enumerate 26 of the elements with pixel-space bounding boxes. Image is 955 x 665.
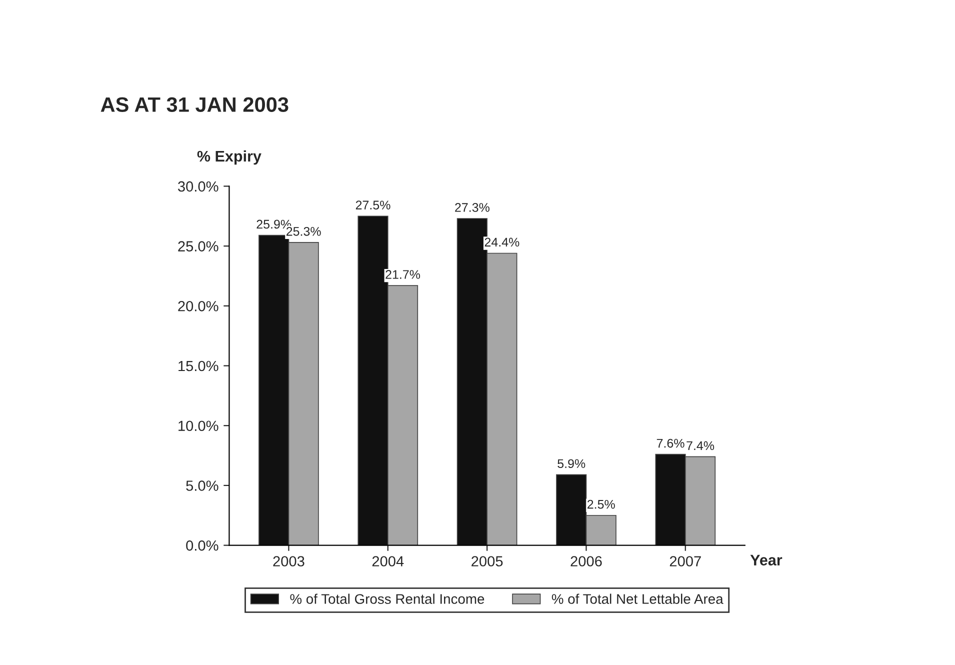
legend-label: % of Total Net Lettable Area (552, 594, 724, 604)
chart-title: AS AT 31 JAN 2003 (100, 97, 288, 112)
legend-label: % of Total Gross Rental Income (290, 594, 484, 604)
x-axis-title: Year (750, 554, 782, 566)
data-label: 21.7% (386, 270, 420, 279)
data-label: 24.4% (484, 238, 520, 247)
x-tick-label: 2003 (273, 556, 304, 566)
y-tick-label: 30.0% (178, 181, 218, 192)
x-tick-label: 2007 (670, 556, 701, 566)
data-label: 27.3% (455, 203, 490, 212)
y-tick-label: 25.0% (178, 241, 218, 252)
data-label: 2.5% (587, 500, 615, 509)
y-tick-label: 10.0% (178, 420, 218, 432)
data-label: 7.4% (686, 441, 714, 450)
y-axis-title: % Expiry (197, 150, 262, 165)
y-tick-label: 20.0% (178, 301, 218, 312)
x-tick-label: 2004 (372, 556, 404, 566)
x-tick-label: 2005 (472, 556, 503, 566)
data-label: 7.6% (656, 438, 684, 448)
y-tick-label: 0.0% (186, 540, 218, 551)
data-label: 5.9% (558, 459, 586, 468)
y-tick-label: 15.0% (178, 360, 218, 372)
y-tick-label: 5.0% (186, 480, 218, 491)
data-label: 27.5% (356, 200, 390, 210)
data-label: 25.3% (286, 226, 321, 236)
x-tick-label: 2006 (570, 556, 602, 566)
